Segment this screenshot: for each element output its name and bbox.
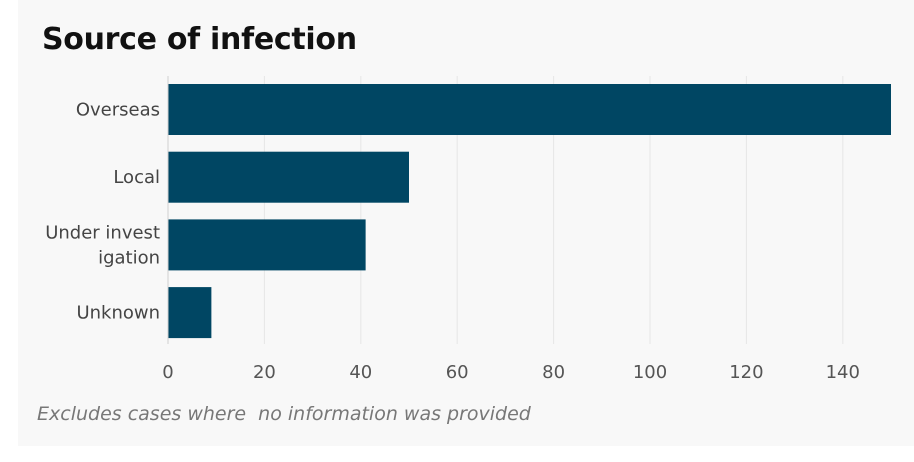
category-label: igation [98,247,160,268]
category-label: Unknown [76,303,160,324]
bar [168,151,409,203]
x-tick-label: 100 [633,362,667,383]
bar [168,84,891,135]
bar [168,219,366,271]
chart-card: Source of infection Overseas Local Under i… [18,0,914,446]
x-tick-label: 60 [446,362,469,383]
x-tick-label: 120 [729,362,763,383]
category-label: Under invest [45,222,160,243]
chart-title: Source of infection [42,22,357,57]
x-tick-label: 80 [542,362,565,383]
bars [168,84,891,339]
x-tick-label: 140 [826,362,860,383]
category-label: Overseas [76,100,160,121]
category-label: Local [113,167,160,188]
x-tick-label: 0 [162,362,173,383]
x-tick-label: 20 [253,362,276,383]
x-tick-label: 40 [349,362,372,383]
x-tick-labels: 0 20 40 60 80 100 120 140 [162,362,860,383]
footnote: Excludes cases where no information was … [37,403,531,425]
category-labels: Overseas Local Under invest igation Unknown [45,100,160,324]
bar [168,287,212,339]
